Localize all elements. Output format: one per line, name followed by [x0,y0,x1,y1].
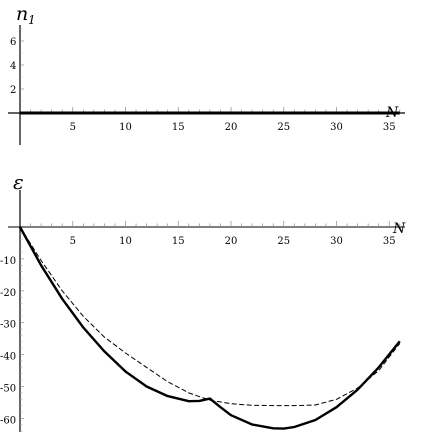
y-tick-label: -10 [0,256,16,267]
energy-panel: 5 10 15 20 25 30 35 -10 -20 -30 -40 -50 -60 ε N [0,170,406,432]
x-tick-label: 25 [277,122,290,133]
x-tick-label: 10 [119,236,132,247]
y-axis-title-subscript: 1 [28,13,36,27]
y-tick-label: -60 [0,415,16,426]
x-tick-label: 20 [225,236,238,247]
x-tick-label: 30 [330,236,343,247]
x-tick-label: 35 [383,122,396,133]
y-axis-title: ε [13,170,24,194]
x-tick-label: 20 [225,122,238,133]
y-tick-label: -40 [0,352,16,363]
x-tick-label: 10 [119,122,132,133]
y-tick-label: 6 [10,37,16,48]
x-tick-label: 15 [172,122,185,133]
dashed-series-line [19,226,401,407]
y-tick-label: -50 [0,384,16,395]
x-tick-label: 5 [70,236,76,247]
x-tick-label: 35 [383,236,396,247]
x-tick-label: 5 [70,122,76,133]
x-tick-label: 15 [172,236,185,247]
solid-series-line [18,226,401,430]
y-axis-title: n [16,3,28,25]
x-tick-label: 30 [330,122,343,133]
y-tick-label: -20 [0,288,16,299]
y-tick-label: 4 [10,61,16,72]
y-tick-label: 2 [10,85,16,96]
y-tick-label: -30 [0,320,16,331]
x-axis-title: N [392,221,406,237]
x-tick-label: 25 [277,236,290,247]
